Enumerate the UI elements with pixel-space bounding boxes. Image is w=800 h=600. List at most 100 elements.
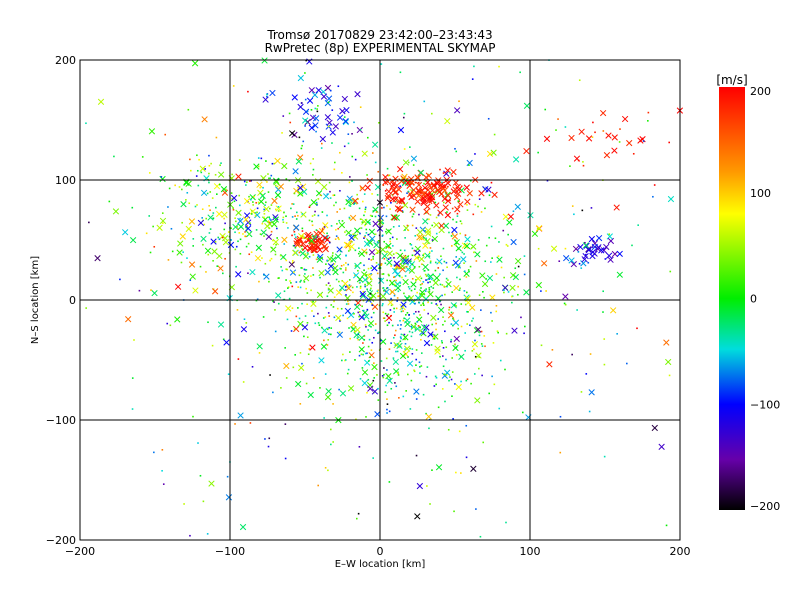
data-point-dot [323, 417, 325, 419]
data-point-dot [301, 248, 303, 250]
data-point-dot [582, 164, 585, 167]
data-point-x [359, 185, 366, 192]
data-point-dot [368, 258, 370, 260]
data-point-x [230, 194, 238, 202]
data-point-dot [517, 285, 519, 288]
data-point-x [603, 152, 611, 159]
data-point-dot [472, 317, 474, 320]
data-point-dot [390, 291, 393, 293]
data-point-dot [350, 201, 352, 204]
data-point-dot [417, 193, 420, 195]
data-point-dot [429, 503, 431, 505]
data-point-x [307, 391, 314, 399]
data-point-dot [333, 263, 336, 265]
data-point-dot [467, 311, 469, 313]
data-point-x [354, 299, 362, 307]
data-point-dot [389, 309, 392, 311]
data-point-dot [238, 159, 241, 161]
data-point-x [367, 320, 375, 327]
data-point-dot [345, 289, 347, 291]
data-point-dot [365, 325, 367, 328]
data-point-dot [406, 312, 409, 314]
data-point-dot [274, 330, 277, 333]
data-point-dot [315, 229, 318, 231]
data-point-dot [329, 197, 332, 199]
data-point-dot [211, 197, 214, 199]
data-point-dot [209, 209, 211, 211]
data-point-dot [429, 193, 431, 195]
data-point-dot [362, 299, 365, 302]
data-point-dot [317, 214, 320, 217]
data-point-dot [421, 293, 423, 296]
data-point-x [321, 183, 328, 191]
data-point-dot [214, 240, 217, 243]
data-point-dot [546, 179, 549, 182]
data-point-dot [409, 243, 412, 245]
data-point-dot [372, 379, 375, 382]
data-point-x [293, 325, 300, 333]
data-point-dot [312, 254, 315, 256]
data-point-x [235, 173, 242, 180]
data-point-dot [306, 110, 309, 113]
data-point-dot [569, 165, 571, 167]
data-point-x [343, 241, 351, 248]
data-point-x [243, 212, 251, 219]
data-point-dot [393, 294, 396, 297]
data-point-x [425, 172, 433, 179]
data-point-dot [255, 202, 258, 204]
data-point-x [358, 334, 365, 341]
data-point-dot [362, 309, 365, 312]
data-point-dot [350, 240, 352, 242]
data-point-dot [455, 354, 458, 356]
data-point-dot [402, 395, 405, 398]
data-point-x [297, 154, 304, 161]
data-point-x [342, 117, 349, 125]
data-point-x [382, 173, 389, 181]
data-point-dot [250, 210, 253, 212]
data-point-dot [312, 174, 314, 176]
data-point-dot [203, 223, 206, 226]
data-point-x [433, 221, 440, 229]
data-point-dot [285, 268, 288, 271]
data-point-dot [328, 333, 330, 335]
data-point-dot [311, 310, 313, 312]
data-point-dot [267, 191, 270, 193]
data-point-dot [370, 316, 373, 319]
data-point-dot [383, 240, 386, 243]
data-point-x [512, 156, 520, 163]
data-point-dot [503, 276, 505, 279]
data-point-dot [304, 315, 307, 317]
data-point-dot [293, 192, 296, 195]
data-point-dot [192, 238, 195, 240]
data-point-x [151, 289, 158, 297]
data-point-dot [231, 197, 234, 200]
data-point-dot [400, 324, 402, 326]
data-point-dot [430, 285, 433, 288]
data-point-dot [384, 262, 387, 265]
data-point-dot [417, 325, 420, 327]
data-point-dot [348, 286, 350, 289]
data-point-x [389, 196, 396, 203]
data-point-dot [428, 288, 431, 291]
data-point-x [309, 344, 316, 351]
data-point-x [324, 269, 331, 276]
data-point-dot [207, 253, 210, 256]
data-point-dot [340, 264, 343, 267]
data-point-dot [85, 122, 87, 125]
data-point-dot [364, 206, 367, 209]
data-point-x [531, 230, 539, 237]
data-point-dot [306, 303, 308, 306]
data-point-x [402, 159, 410, 166]
data-point-x [651, 424, 658, 432]
data-point-dot [461, 251, 464, 254]
data-point-dot [206, 192, 209, 195]
data-point-dot [407, 255, 409, 258]
data-point-dot [268, 207, 271, 210]
data-point-dot [262, 316, 265, 318]
data-point-dot [469, 265, 472, 268]
data-point-x [466, 159, 473, 167]
data-point-dot [341, 279, 343, 282]
data-point-dot [141, 156, 144, 158]
data-point-x [481, 280, 489, 288]
data-point-x [324, 84, 332, 92]
